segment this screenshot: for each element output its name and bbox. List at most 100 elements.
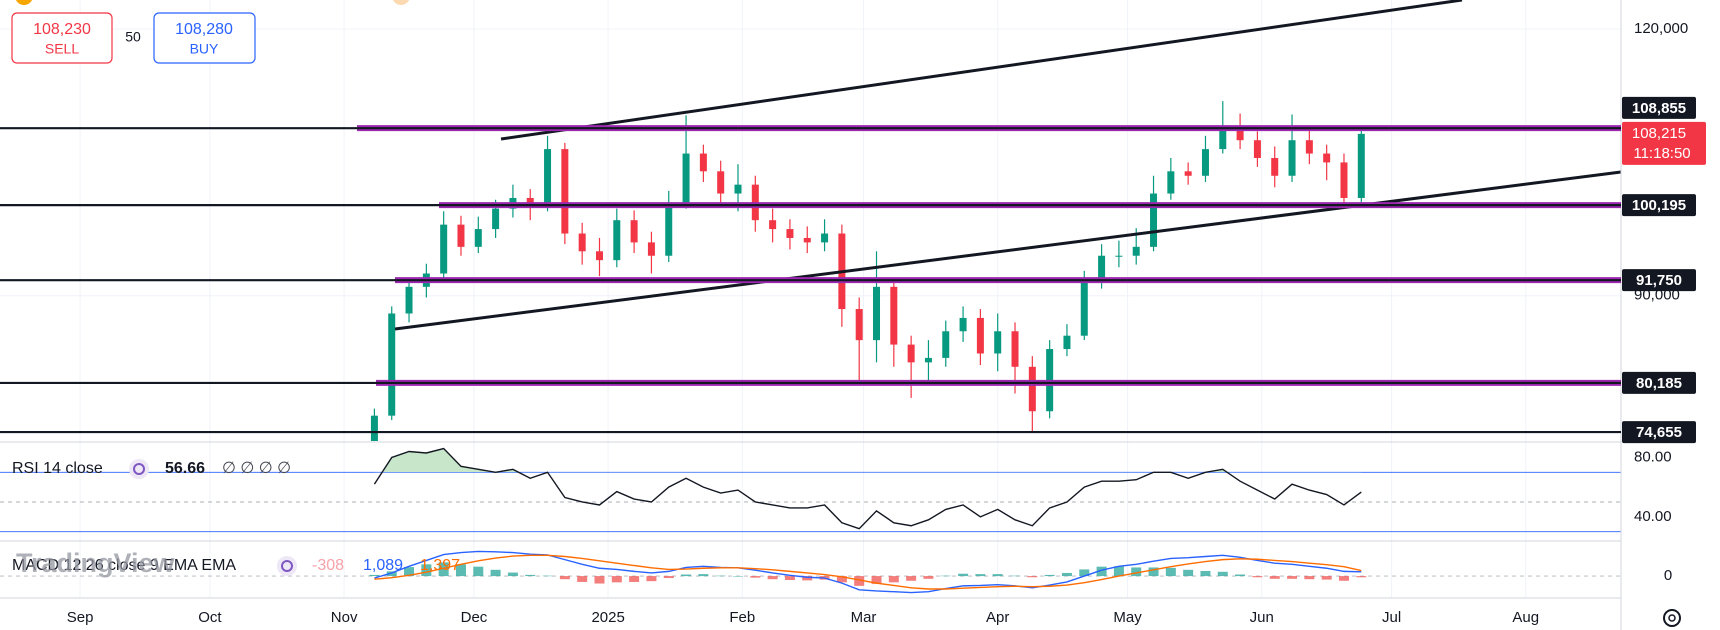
buy-label: BUY xyxy=(190,41,219,57)
macd-line xyxy=(374,550,1362,594)
settings-icon[interactable] xyxy=(277,556,297,576)
candle-body xyxy=(873,286,881,341)
candle-body xyxy=(440,224,448,274)
histogram-bar xyxy=(1304,576,1315,580)
histogram-bar xyxy=(992,574,1003,577)
histogram-bar xyxy=(940,575,951,577)
candle-body xyxy=(665,202,673,256)
histogram-bar xyxy=(1183,569,1194,577)
histogram-bar xyxy=(507,572,518,577)
candle-body xyxy=(595,251,603,261)
histogram-bar xyxy=(698,574,709,577)
histogram-bar xyxy=(455,564,466,577)
candle-body xyxy=(370,415,378,441)
histogram-bar xyxy=(1044,574,1055,577)
signal-value: 1,397 xyxy=(420,557,460,574)
histogram-bar xyxy=(1079,569,1090,577)
histogram-bar xyxy=(871,576,882,584)
histogram-bar xyxy=(1113,566,1124,577)
candle-body xyxy=(1115,255,1123,257)
candle-body xyxy=(769,220,777,230)
indicator-dot xyxy=(392,0,410,5)
candle-body xyxy=(1132,246,1140,256)
candle-body xyxy=(474,229,482,247)
level-label-box xyxy=(1622,96,1696,119)
histogram-bar xyxy=(836,576,847,583)
y-tick-label: 40.00 xyxy=(1634,508,1672,525)
histogram-bar xyxy=(1235,574,1246,577)
histogram-bar xyxy=(1010,575,1021,577)
histogram-bar xyxy=(906,576,917,581)
candle-body xyxy=(976,317,984,354)
candle-body xyxy=(1063,335,1071,350)
x-tick-label: May xyxy=(1113,609,1142,626)
sell-button[interactable]: 108,230 SELL xyxy=(11,12,113,64)
x-tick-label: Jun xyxy=(1250,609,1274,626)
level-label-box xyxy=(1622,269,1696,292)
candle-body xyxy=(717,171,725,194)
candle-body xyxy=(492,208,500,230)
last-price-label: 108,215 xyxy=(1632,125,1686,142)
histogram-bar xyxy=(559,576,570,580)
macd-hist-value: -308 xyxy=(312,557,344,574)
candle-body xyxy=(405,286,413,314)
histogram-bar xyxy=(1027,576,1038,578)
countdown: 11:18:50 xyxy=(1633,145,1690,162)
histogram-bar xyxy=(784,576,795,580)
candle-body xyxy=(890,286,898,345)
candle-body xyxy=(388,313,396,416)
y-tick-label: 80.00 xyxy=(1634,448,1672,465)
candle-body xyxy=(821,233,829,243)
histogram-bar xyxy=(1061,572,1072,577)
level-label: 91,750 xyxy=(1636,272,1682,289)
x-tick-label: Jul xyxy=(1382,609,1401,626)
y-tick-label: 0 xyxy=(1664,567,1672,584)
level-label: 108,855 xyxy=(1632,100,1686,117)
candle-body xyxy=(1323,153,1331,163)
sell-price: 108,230 xyxy=(33,21,91,38)
settings-icon[interactable] xyxy=(129,459,149,479)
candle-body xyxy=(959,317,967,332)
candle-body xyxy=(1011,331,1019,367)
histogram-bar xyxy=(594,576,605,584)
candle-body xyxy=(1184,171,1192,176)
candle-body xyxy=(1253,140,1261,158)
level-label-box xyxy=(1622,371,1696,394)
histogram-bar xyxy=(404,567,415,577)
histogram-bar xyxy=(611,576,622,583)
sell-label: SELL xyxy=(45,41,79,57)
histogram-bar xyxy=(542,575,553,577)
histogram-bar xyxy=(1096,566,1107,577)
histogram-bar xyxy=(490,569,501,577)
rsi-value: 56.66 xyxy=(165,460,205,477)
settings-gear[interactable] xyxy=(1663,609,1681,627)
histogram-bar xyxy=(1269,576,1280,579)
buy-button[interactable]: 108,280 BUY xyxy=(153,12,256,64)
x-tick-label: Nov xyxy=(331,609,358,626)
histogram-bar xyxy=(958,573,969,577)
histogram-bar xyxy=(750,576,761,578)
x-tick-label: Dec xyxy=(461,609,488,626)
settings-icon-ring xyxy=(133,463,145,475)
histogram-bar xyxy=(1287,576,1298,579)
candle-body xyxy=(994,331,1002,354)
macd-title: MACD 12 26 close 9 EMA EMA xyxy=(12,557,236,574)
trend-line xyxy=(500,0,1463,141)
watermark: TradingView xyxy=(16,548,176,578)
candle-body xyxy=(942,331,950,358)
time-axis: Sep Oct Nov Dec 2025 Feb Mar Apr May Jun Jul Aug xyxy=(67,609,1539,626)
candle-body xyxy=(1219,126,1227,150)
histogram-bar xyxy=(1131,567,1142,577)
candle-body xyxy=(786,229,794,238)
histogram-bar xyxy=(1338,576,1349,581)
overbought-fill xyxy=(382,448,1228,473)
histogram-bar xyxy=(888,576,899,583)
x-tick-label: Mar xyxy=(851,609,877,626)
candle-body xyxy=(457,224,465,247)
histogram-bar xyxy=(646,576,657,582)
candle-body xyxy=(1340,162,1348,198)
candle-body xyxy=(1236,126,1244,141)
histogram-bar xyxy=(715,575,726,577)
indicator-dot xyxy=(15,0,33,5)
histogram-bar xyxy=(767,576,778,580)
